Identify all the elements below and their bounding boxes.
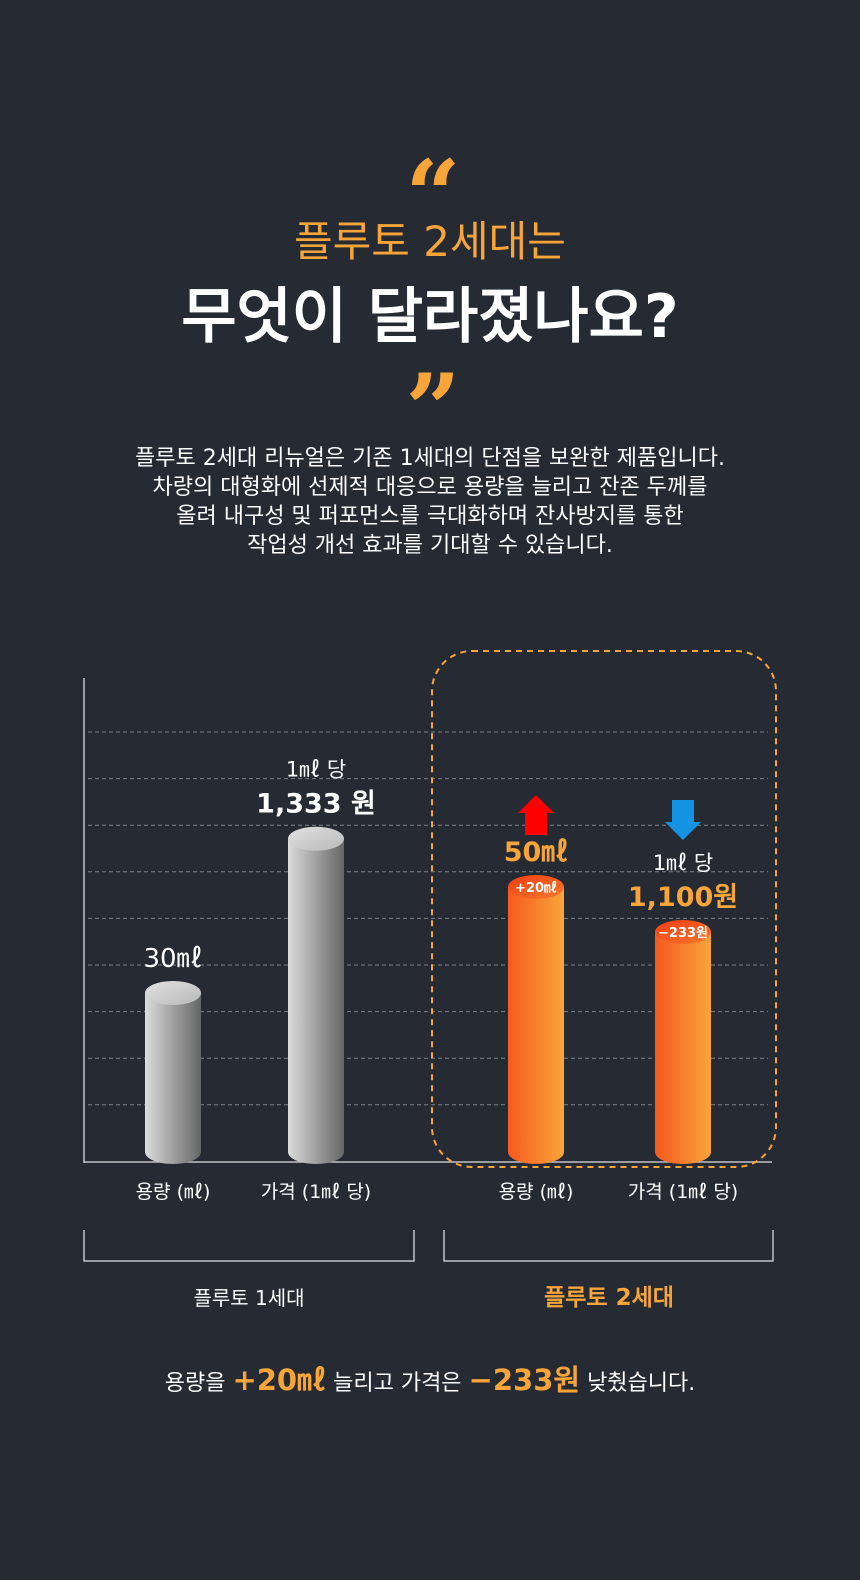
summary-middle: 늘리고 가격은 [333, 1371, 462, 1396]
data-label-unit: 1㎖ 당 [286, 758, 346, 782]
data-label: 1,333 원 [256, 789, 376, 820]
summary-prefix: 용량을 [164, 1371, 226, 1396]
bar-badge: +20㎖ [515, 880, 557, 896]
bar-top [508, 875, 564, 899]
data-label-unit: 1㎖ 당 [653, 851, 713, 875]
bar [655, 920, 711, 1164]
capacity-change: +20㎖ [232, 1363, 327, 1397]
description-line: 플루토 2세대 리뉴얼은 기존 1세대의 단점을 보완한 제품입니다. [135, 446, 725, 471]
description-line: 올려 내구성 및 퍼포먼스를 극대화하며 잔사방지를 통한 [176, 504, 684, 529]
bar-body [288, 838, 344, 1164]
summary-suffix: 낮췄습니다. [587, 1371, 696, 1396]
arrow-up-icon [518, 795, 554, 835]
gen2-bracket [443, 1230, 774, 1262]
x-tick-label: 용량 (㎖) [499, 1181, 574, 1203]
close-quote-icon: ” [405, 353, 460, 466]
bar [288, 826, 344, 1164]
bar-badge: −233원 [658, 926, 708, 941]
bar [508, 875, 564, 1164]
description-line: 차량의 대형화에 선제적 대응으로 용량을 늘리고 잔존 두께를 [152, 475, 708, 500]
bar-body [655, 932, 711, 1164]
summary-line: 용량을 +20㎖ 늘리고 가격은 −233원 낮췄습니다. [0, 1363, 860, 1401]
open-quote-icon: “ [405, 139, 460, 252]
title-line-2: 무엇이 달라졌나요? [181, 282, 679, 352]
description-line: 작업성 개선 효과를 기대할 수 있습니다. [247, 533, 613, 558]
x-tick-label: 가격 (1㎖ 당) [628, 1181, 738, 1203]
data-label: 1,100원 [628, 882, 738, 913]
bar-top [655, 920, 711, 944]
bar [145, 981, 201, 1164]
x-tick-label: 가격 (1㎖ 당) [261, 1181, 371, 1203]
gen1-group-label: 플루토 1세대 [193, 1286, 305, 1310]
bar-body [508, 887, 564, 1164]
gen2-group-label: 플루토 2세대 [544, 1285, 674, 1311]
data-label: 50㎖ [504, 837, 569, 868]
bar-body [145, 993, 201, 1164]
description: 플루토 2세대 리뉴얼은 기존 1세대의 단점을 보완한 제품입니다. 차량의 … [0, 444, 860, 560]
bar-top [145, 981, 201, 1005]
gen2-highlight-box [431, 650, 777, 1168]
grid-lines [88, 731, 768, 1106]
x-tick-label: 용량 (㎖) [136, 1181, 211, 1203]
data-label: 30㎖ [143, 944, 202, 974]
price-change: −233원 [468, 1363, 581, 1397]
bar-top [288, 826, 344, 851]
comparison-chart: 30㎖ 1,333 원 1㎖ 당 +20㎖ 50㎖ −233원 1,100원 1㎖ 당 용량 … [83, 650, 777, 1262]
title-line-1: 플루토 2세대는 [294, 217, 566, 266]
gen1-bracket [83, 1230, 415, 1262]
arrow-down-icon [665, 800, 701, 840]
